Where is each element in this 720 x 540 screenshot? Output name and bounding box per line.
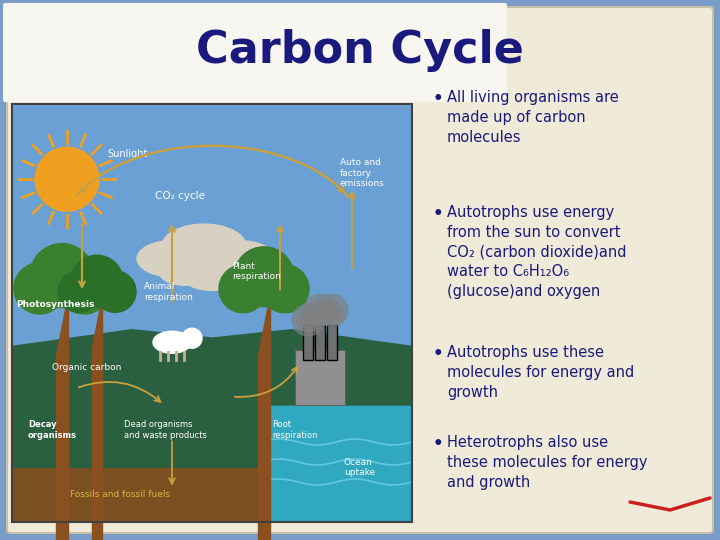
Circle shape — [219, 265, 267, 313]
Text: Ocean
uptake: Ocean uptake — [344, 458, 375, 477]
Text: •: • — [433, 345, 444, 363]
Text: Auto and
factory
emissions: Auto and factory emissions — [340, 158, 384, 188]
Circle shape — [94, 271, 136, 313]
FancyBboxPatch shape — [3, 3, 507, 102]
FancyBboxPatch shape — [303, 325, 313, 360]
Text: •: • — [433, 90, 444, 108]
Circle shape — [312, 305, 328, 321]
FancyBboxPatch shape — [315, 325, 325, 360]
Text: Sunlight: Sunlight — [107, 149, 148, 159]
Text: Plant
respiration: Plant respiration — [232, 261, 281, 281]
FancyBboxPatch shape — [12, 468, 260, 522]
Ellipse shape — [137, 241, 207, 276]
FancyBboxPatch shape — [7, 7, 713, 533]
Text: Autotrophs use these
molecules for energy and
growth: Autotrophs use these molecules for energ… — [447, 345, 634, 400]
Text: All living organisms are
made up of carbon
molecules: All living organisms are made up of carb… — [447, 90, 618, 145]
Text: Organic carbon: Organic carbon — [52, 363, 122, 372]
FancyBboxPatch shape — [260, 396, 412, 522]
Circle shape — [71, 255, 123, 307]
Circle shape — [308, 299, 332, 323]
Circle shape — [296, 308, 320, 332]
Ellipse shape — [159, 257, 209, 285]
Circle shape — [261, 265, 309, 313]
Polygon shape — [12, 330, 412, 405]
Text: Photosynthesis: Photosynthesis — [16, 300, 94, 309]
Circle shape — [324, 307, 340, 323]
Text: Decay
organisms: Decay organisms — [28, 420, 77, 440]
Text: Dead organisms
and waste products: Dead organisms and waste products — [124, 420, 207, 440]
Circle shape — [320, 301, 344, 325]
FancyBboxPatch shape — [327, 325, 337, 360]
Text: Fossils and fossil fuels: Fossils and fossil fuels — [70, 490, 170, 500]
Text: •: • — [433, 205, 444, 223]
Text: Carbon Cycle: Carbon Cycle — [196, 29, 524, 71]
Text: •: • — [433, 435, 444, 453]
Circle shape — [300, 312, 316, 328]
Ellipse shape — [182, 260, 242, 291]
Text: Heterotrophs also use
these molecules for energy
and growth: Heterotrophs also use these molecules fo… — [447, 435, 647, 490]
Ellipse shape — [205, 241, 275, 276]
Circle shape — [182, 328, 202, 348]
FancyBboxPatch shape — [295, 350, 345, 405]
Circle shape — [30, 244, 94, 308]
Circle shape — [316, 294, 348, 326]
Text: Animal
respiration: Animal respiration — [144, 282, 193, 302]
FancyBboxPatch shape — [12, 104, 412, 405]
Circle shape — [58, 271, 99, 313]
Circle shape — [35, 147, 99, 211]
Ellipse shape — [162, 224, 246, 268]
Circle shape — [234, 247, 294, 307]
Circle shape — [292, 304, 324, 336]
Text: Autotrophs use energy
from the sun to convert
CO₂ (carbon dioxide)and
water to C: Autotrophs use energy from the sun to co… — [447, 205, 626, 299]
Circle shape — [59, 263, 110, 314]
Circle shape — [304, 294, 336, 326]
FancyBboxPatch shape — [12, 401, 412, 472]
Text: CO₂ cycle: CO₂ cycle — [155, 191, 205, 201]
Text: Root
respiration: Root respiration — [272, 420, 318, 440]
Ellipse shape — [153, 331, 191, 353]
Circle shape — [14, 263, 66, 314]
